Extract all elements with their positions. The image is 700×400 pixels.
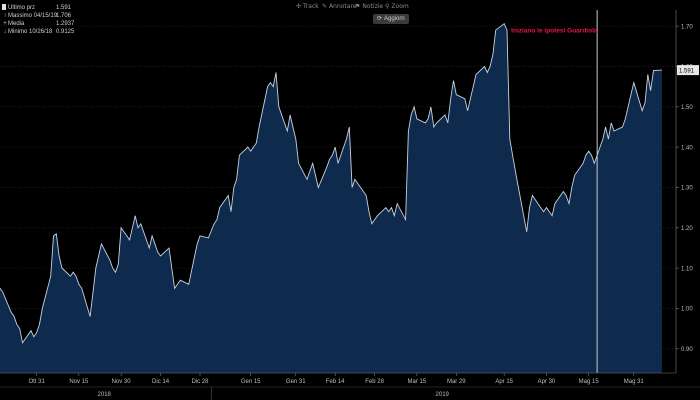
- high-marker-icon: ↑: [3, 13, 7, 19]
- mean-marker-icon: +: [3, 21, 7, 27]
- x-tick-label-10: Mar 29: [447, 379, 466, 385]
- refresh-icon: ⟳: [377, 16, 383, 22]
- y-tick-label-6: 1.50: [681, 105, 693, 111]
- legend-row-low: ↓ Minimo 10/26/18 0.9125: [2, 28, 75, 36]
- y-tick-label-4: 1.30: [681, 186, 693, 192]
- legend-row-last: Ultimo prz 1.591: [2, 4, 72, 12]
- x-tick-label-14: Mag 31: [624, 379, 645, 385]
- y-tick-label-8: 1.70: [681, 24, 693, 30]
- legend-row-high: ↑ Massimo 04/15/19 1.706: [2, 12, 72, 20]
- y-tick-label-0: 0.90: [681, 347, 693, 353]
- x-tick-label-8: Feb 28: [365, 379, 384, 385]
- legend-value-last: 1.591: [56, 5, 72, 11]
- flag-icon: ⚑: [355, 3, 361, 10]
- last-price-swatch-icon: [2, 4, 6, 10]
- legend-panel: Ultimo prz 1.591 ↑ Massimo 04/15/19 1.706 +…: [2, 4, 75, 36]
- magnifier-icon: ⚲: [385, 3, 390, 10]
- x-tick-label-13: Mag 15: [579, 379, 600, 385]
- low-marker-icon: ↓: [3, 29, 7, 35]
- x-tick-label-11: Apr 15: [495, 379, 513, 385]
- crosshair-icon: ✣: [296, 3, 302, 10]
- legend-label-last: Ultimo prz: [8, 5, 36, 11]
- x-tick-label-4: Dic 28: [191, 379, 209, 385]
- x-tick-label-6: Gen 31: [286, 379, 306, 385]
- x-tick-label-12: Apr 30: [538, 379, 556, 385]
- annotate-button[interactable]: ✎ Annotare: [322, 3, 356, 10]
- chart-toolbar: ✣ Track ✎ Annotare ⚑ Notizie ⚲ Zoom ⟳ Aggiorn: [0, 0, 700, 26]
- year-label-1: 2019: [436, 392, 450, 398]
- last-value-badge: [677, 65, 699, 76]
- y-tick-label-1: 1.00: [681, 307, 693, 313]
- legend-value-high: 1.706: [56, 13, 72, 19]
- x-tick-label-5: Gen 15: [241, 379, 261, 385]
- series-area: [0, 23, 662, 373]
- legend-row-mean: +Media 1.2937: [2, 20, 75, 28]
- legend-label-mean: Media: [8, 21, 25, 27]
- legend-value-low: 0.9125: [56, 29, 75, 35]
- x-tick-label-3: Dic 14: [152, 379, 170, 385]
- x-tick-label-2: Nov 30: [112, 379, 132, 385]
- refresh-label: Aggiorn: [384, 16, 405, 22]
- x-tick-label-1: Nov 15: [69, 379, 89, 385]
- legend-label-low: Minimo 10/26/18: [8, 29, 53, 35]
- pencil-icon: ✎: [322, 3, 328, 10]
- x-tick-label-9: Mar 15: [408, 379, 427, 385]
- refresh-button[interactable]: ⟳ Aggiorn: [373, 14, 409, 24]
- zoom-button[interactable]: ⚲ Zoom: [385, 3, 409, 10]
- zoom-label: Zoom: [391, 3, 409, 10]
- track-label: Track: [303, 3, 319, 10]
- news-label: Notizie: [362, 3, 384, 10]
- annotate-label: Annotare: [329, 3, 357, 10]
- last-value-label: 1.591: [679, 68, 695, 74]
- news-button[interactable]: ⚑ Notizie: [355, 3, 383, 10]
- y-tick-label-5: 1.40: [681, 145, 693, 151]
- y-tick-label-3: 1.20: [681, 226, 693, 232]
- series-line: [0, 22, 662, 344]
- annotation-label: Iniziano le ipotesi Guardiola: [511, 28, 598, 35]
- y-tick-label-2: 1.10: [681, 266, 693, 272]
- legend-label-high: Massimo 04/15/19: [8, 13, 58, 19]
- x-tick-label-7: Feb 14: [326, 379, 345, 385]
- legend-value-mean: 1.2937: [56, 21, 75, 27]
- x-tick-label-0: Ott 31: [28, 379, 45, 385]
- track-button[interactable]: ✣ Track: [296, 3, 319, 10]
- year-label-0: 2018: [98, 392, 112, 398]
